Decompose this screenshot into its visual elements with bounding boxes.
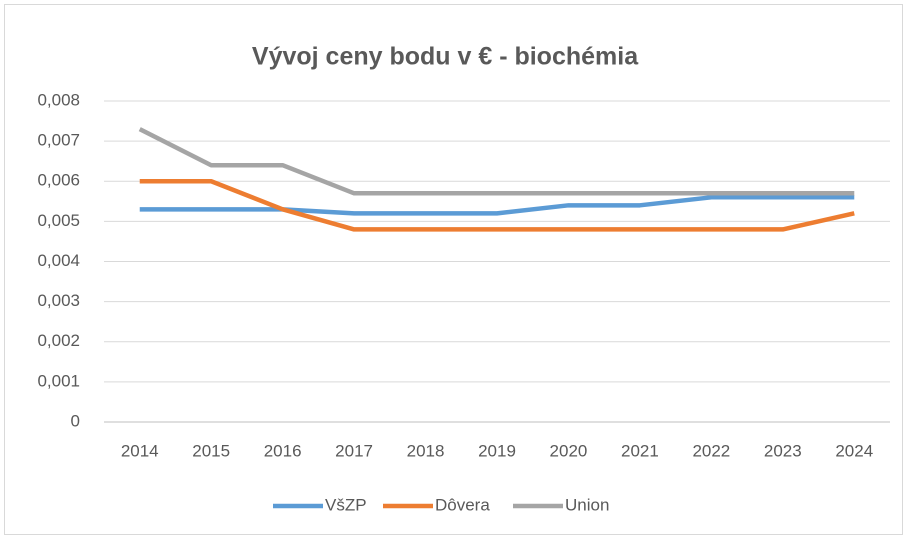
chart-title: Vývoj ceny bodu v € - biochémia xyxy=(252,43,639,71)
chart-frame xyxy=(4,4,903,535)
x-tick-label: 2024 xyxy=(835,441,873,460)
x-tick-label: 2020 xyxy=(550,441,588,460)
x-tick-label: 2018 xyxy=(407,441,445,460)
y-tick-label: 0,007 xyxy=(37,131,80,150)
x-tick-label: 2022 xyxy=(692,441,730,460)
x-tick-label: 2023 xyxy=(764,441,802,460)
y-tick-label: 0,008 xyxy=(37,90,80,109)
y-tick-label: 0,003 xyxy=(37,291,80,310)
x-tick-label: 2017 xyxy=(335,441,373,460)
x-tick-label: 2015 xyxy=(192,441,230,460)
x-tick-label: 2021 xyxy=(621,441,659,460)
y-tick-label: 0,002 xyxy=(37,331,80,350)
series-line xyxy=(139,195,855,216)
y-tick-label: 0 xyxy=(71,411,80,430)
y-tick-label: 0,001 xyxy=(37,371,80,390)
y-tick-label: 0,005 xyxy=(37,211,80,230)
legend-label: Union xyxy=(565,495,609,514)
series-line xyxy=(139,179,855,232)
x-tick-label: 2014 xyxy=(121,441,159,460)
y-tick-label: 0,004 xyxy=(37,251,80,270)
x-tick-label: 2019 xyxy=(478,441,516,460)
x-tick-label: 2016 xyxy=(264,441,302,460)
legend-label: VšZP xyxy=(325,495,367,514)
legend-label: Dôvera xyxy=(435,495,490,514)
y-tick-label: 0,006 xyxy=(37,171,80,190)
series-line xyxy=(138,127,855,196)
